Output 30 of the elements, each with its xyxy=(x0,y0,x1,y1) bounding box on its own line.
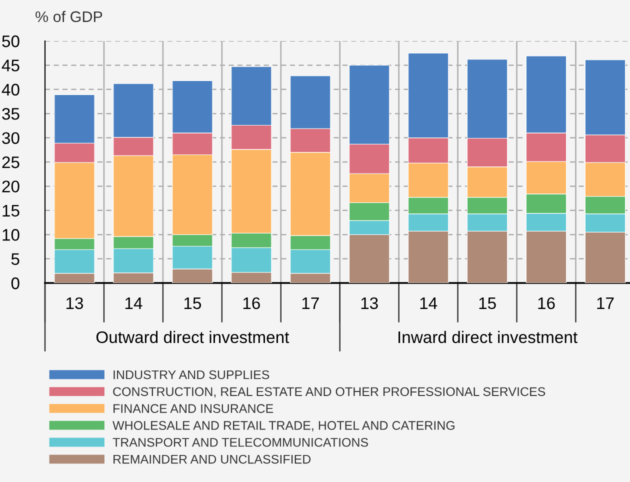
x-tick-label: 14 xyxy=(125,298,142,309)
x-tick-label: 15 xyxy=(479,298,496,310)
y-axis-title: % of GDP xyxy=(36,10,102,22)
x-tick-label: 15 xyxy=(184,298,201,310)
legend-label: CONSTRUCTION, REAL ESTATE AND OTHER PROFESSIONAL SERVICES xyxy=(113,387,546,398)
legend-label: REMAINDER AND UNCLASSIFIED xyxy=(114,454,311,464)
y-tick-label: 45 xyxy=(2,60,20,72)
text: Outward direct investment xyxy=(96,330,290,344)
y-tick-label: 20 xyxy=(2,180,20,192)
legend-label: WHOLESALE AND RETAIL TRADE, HOTEL AND CATERING xyxy=(112,421,454,432)
x-tick-label: 16 xyxy=(538,297,555,310)
legend-label: TRANSPORT AND TELECOMMUNICATIONS xyxy=(112,438,368,447)
y-tick-label: 25 xyxy=(2,156,20,168)
x-tick-label: 16 xyxy=(243,297,260,310)
x-tick-label: 17 xyxy=(302,298,319,309)
x-tick-label: 14 xyxy=(420,298,438,309)
y-tick-label: 50 xyxy=(2,35,20,48)
legend-label: INDUSTRY AND SUPPLIES xyxy=(114,370,270,380)
x-tick-label: 13 xyxy=(66,297,84,310)
y-tick-label: 35 xyxy=(2,108,20,120)
x-tick-label: 17 xyxy=(597,298,614,309)
y-tick-label: 15 xyxy=(2,204,20,217)
y-tick-label: 30 xyxy=(2,132,20,144)
y-tick-label: 40 xyxy=(2,84,20,96)
legend-label: FINANCE AND INSURANCE xyxy=(114,404,274,413)
y-tick-label: 5 xyxy=(11,253,20,266)
text: Inward direct investment xyxy=(398,330,578,344)
x-tick-label: 13 xyxy=(361,297,378,310)
y-tick-label: 0 xyxy=(11,277,20,290)
y-tick-label: 10 xyxy=(2,229,20,241)
